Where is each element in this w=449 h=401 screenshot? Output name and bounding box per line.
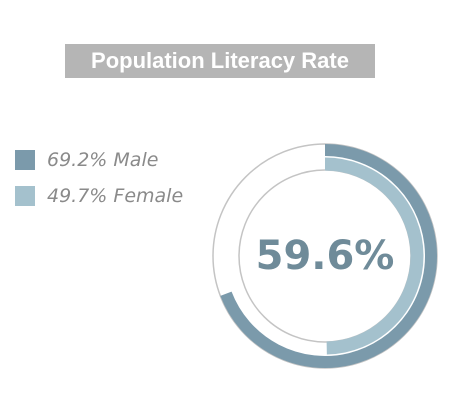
- ring-arc: [220, 144, 437, 368]
- legend-value: 49.7%: [47, 185, 107, 207]
- legend-value: 69.2%: [47, 149, 107, 171]
- legend-name: Female: [113, 185, 183, 207]
- legend-name: Male: [113, 149, 158, 171]
- center-label: 59.6%: [256, 233, 395, 279]
- legend-swatch: [15, 186, 35, 206]
- legend-swatch: [15, 150, 35, 170]
- ring-arc: [324, 157, 424, 355]
- legend-label: 69.2% Male: [47, 149, 158, 171]
- legend-label: 49.7% Female: [47, 185, 183, 207]
- chart-title: Population Literacy Rate: [91, 48, 349, 73]
- title-box: [65, 44, 375, 78]
